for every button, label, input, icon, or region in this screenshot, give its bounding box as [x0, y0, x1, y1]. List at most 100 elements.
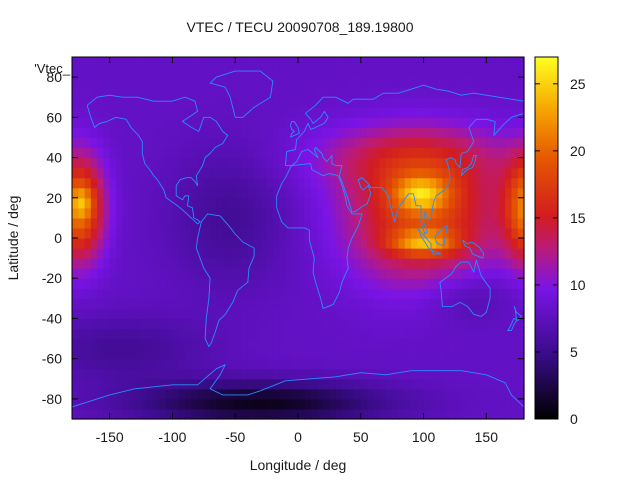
heatmap-cell [404, 318, 412, 330]
heatmap-cell [467, 137, 475, 149]
heatmap-cell [492, 348, 500, 360]
heatmap-cell [411, 137, 418, 149]
heatmap-cell [298, 278, 305, 289]
heatmap-cell [323, 378, 330, 390]
heatmap-cell [341, 137, 349, 149]
heatmap-cell [128, 398, 136, 410]
heatmap-cell [172, 328, 180, 340]
coastline [430, 249, 442, 255]
heatmap-cell [511, 388, 519, 400]
heatmap-cell [128, 258, 136, 269]
heatmap-cell [272, 238, 280, 249]
heatmap-cell [216, 258, 224, 269]
heatmap-cell [423, 77, 431, 88]
heatmap-cell [436, 238, 443, 249]
heatmap-cell [467, 67, 475, 78]
heatmap-cell [260, 167, 268, 179]
heatmap-cell [354, 368, 362, 380]
heatmap-cell [335, 278, 343, 289]
heatmap-cell [310, 288, 318, 299]
heatmap-cell [153, 328, 161, 340]
heatmap-cell [254, 398, 261, 410]
heatmap-cell [185, 77, 192, 88]
heatmap-cell [404, 137, 412, 149]
heatmap-cell [122, 67, 130, 78]
heatmap-cell [84, 137, 92, 149]
heatmap-cell [310, 87, 318, 98]
heatmap-cell [498, 117, 506, 128]
heatmap-cell [285, 268, 293, 279]
heatmap-cell [454, 177, 462, 189]
heatmap-cell [191, 67, 199, 78]
heatmap-cell [128, 187, 136, 199]
heatmap-cell [109, 298, 117, 309]
heatmap-cell [436, 308, 443, 320]
heatmap-cell [385, 177, 393, 189]
heatmap-cell [505, 57, 513, 68]
x-tick-label: 50 [353, 429, 369, 445]
heatmap-cell [260, 268, 268, 279]
heatmap-cell [141, 147, 148, 159]
heatmap-cell [147, 187, 155, 199]
heatmap-cell [480, 167, 487, 179]
heatmap-cell [90, 268, 98, 279]
heatmap-cell [480, 318, 487, 330]
heatmap-cell [436, 328, 443, 340]
heatmap-cell [310, 227, 318, 239]
heatmap-cell [505, 238, 513, 249]
heatmap-cell [448, 388, 456, 400]
heatmap-cell [191, 298, 199, 309]
heatmap-cell [260, 408, 268, 420]
heatmap-cell [429, 318, 437, 330]
heatmap-cell [272, 338, 280, 350]
heatmap-cell [172, 137, 180, 149]
heatmap-cell [341, 348, 349, 360]
heatmap-cell [348, 258, 356, 269]
heatmap-cell [166, 187, 174, 199]
heatmap-cell [335, 197, 343, 209]
heatmap-cell [498, 157, 506, 169]
heatmap-cell [442, 268, 450, 279]
heatmap-cell [210, 278, 217, 289]
heatmap-cell [461, 368, 469, 380]
heatmap-cell [316, 107, 324, 118]
heatmap-cell [128, 238, 136, 249]
heatmap-cell [354, 127, 362, 139]
heatmap-cell [492, 388, 500, 400]
heatmap-cell [511, 298, 519, 309]
heatmap-cell [254, 298, 261, 309]
heatmap-cell [235, 217, 243, 229]
heatmap-cell [291, 408, 299, 420]
heatmap-cell [498, 298, 506, 309]
heatmap-cell [417, 107, 425, 118]
heatmap-cell [153, 117, 161, 128]
heatmap-cell [291, 127, 299, 139]
heatmap-cell [335, 157, 343, 169]
heatmap-cell [411, 157, 418, 169]
heatmap-cell [272, 107, 280, 118]
heatmap-cell [392, 288, 400, 299]
heatmap-cell [404, 77, 412, 88]
heatmap-cell [285, 378, 293, 390]
heatmap-cell [203, 227, 211, 239]
heatmap-cell [348, 57, 356, 68]
heatmap-cell [172, 288, 180, 299]
heatmap-cell [454, 288, 462, 299]
heatmap-cell [417, 97, 425, 108]
heatmap-cell [517, 207, 525, 219]
heatmap-cell [360, 258, 368, 269]
heatmap-cell [247, 127, 255, 139]
heatmap-cell [222, 288, 230, 299]
heatmap-cell [254, 147, 261, 159]
heatmap-cell [373, 328, 381, 340]
heatmap-cell [411, 207, 418, 219]
heatmap-cell [172, 408, 180, 420]
heatmap-cell [404, 238, 412, 249]
heatmap-cell [228, 97, 236, 108]
heatmap-cell [159, 207, 167, 219]
heatmap-cell [341, 117, 349, 128]
heatmap-cell [241, 207, 249, 219]
heatmap-cell [178, 167, 186, 179]
heatmap-cell [341, 67, 349, 78]
heatmap-cell [360, 238, 368, 249]
